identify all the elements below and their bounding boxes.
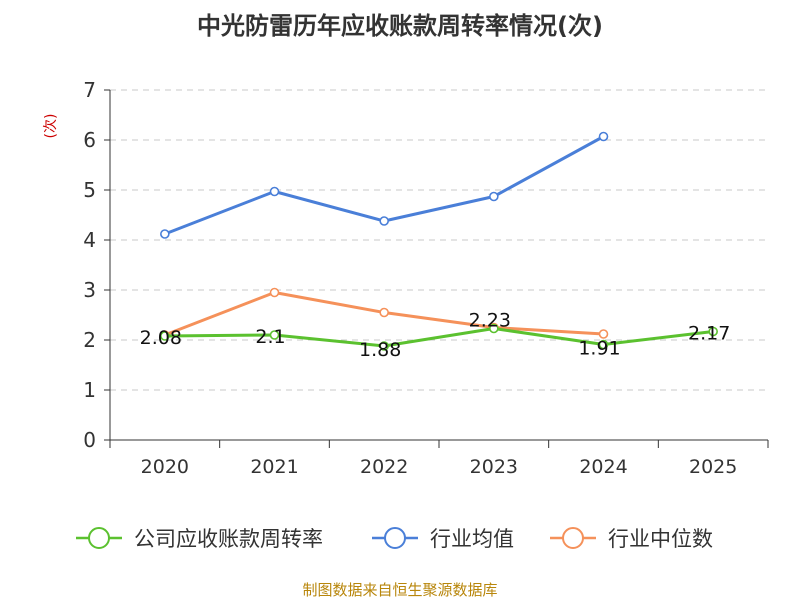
y-tick-labels: 0 1 2 3 4 5 6 7	[83, 78, 96, 452]
legend-label: 行业中位数	[608, 527, 713, 551]
y-tick-label: 2	[83, 328, 96, 352]
x-tick-label: 2023	[470, 456, 518, 478]
x-tick-label: 2020	[141, 456, 189, 478]
axes	[104, 89, 769, 448]
legend-label: 公司应收账款周转率	[134, 527, 323, 551]
x-tick-label: 2021	[250, 456, 298, 478]
y-tick-label: 5	[83, 178, 96, 202]
data-point	[160, 229, 170, 239]
y-tick-label: 3	[83, 278, 96, 302]
data-point	[160, 331, 170, 341]
data-point	[598, 329, 609, 339]
source-note: 制图数据来自恒生聚源数据库	[302, 581, 497, 599]
data-point	[708, 326, 718, 337]
data-point	[489, 191, 499, 202]
data-point	[269, 330, 280, 340]
data-label: 1.88	[359, 339, 401, 361]
data-label: 2.08	[140, 327, 182, 349]
data-point	[379, 307, 389, 318]
series-lines	[160, 131, 718, 351]
y-tick-label: 7	[83, 78, 96, 102]
legend-swatch-marker	[384, 527, 406, 549]
data-label: 2.1	[255, 326, 285, 348]
data-point	[379, 341, 389, 351]
y-tick-label: 1	[83, 378, 96, 402]
data-label: 1.91	[578, 338, 620, 360]
y-tick-label: 4	[83, 228, 96, 252]
y-tick-label: 0	[83, 428, 96, 452]
data-point	[598, 131, 609, 142]
y-tick-label: 6	[83, 128, 96, 152]
data-label: 2.17	[688, 323, 730, 345]
data-labels: 2.08 2.1 1.88 2.23 1.91 2.17	[140, 310, 731, 362]
data-label: 2.23	[469, 310, 511, 332]
legend: 公司应收账款周转率 行业均值 行业中位数	[76, 527, 713, 551]
x-tick-label: 2022	[360, 456, 408, 478]
data-point	[269, 186, 280, 197]
x-tick-label: 2024	[579, 456, 627, 478]
chart-title: 中光防雷历年应收账款周转率情况(次)	[197, 12, 603, 40]
x-tick-labels: 2020 2021 2022 2023 2024 2025	[141, 456, 738, 478]
gridlines	[110, 89, 768, 391]
data-point	[269, 287, 280, 298]
data-point	[489, 323, 499, 334]
data-point	[598, 339, 609, 350]
legend-label: 行业均值	[430, 527, 514, 551]
x-tick-label: 2025	[689, 456, 737, 478]
data-point	[379, 216, 389, 226]
legend-swatch-marker	[562, 527, 584, 549]
series-line	[164, 327, 714, 348]
y-axis-label: (次)	[43, 114, 59, 139]
legend-swatch-marker	[88, 527, 110, 549]
